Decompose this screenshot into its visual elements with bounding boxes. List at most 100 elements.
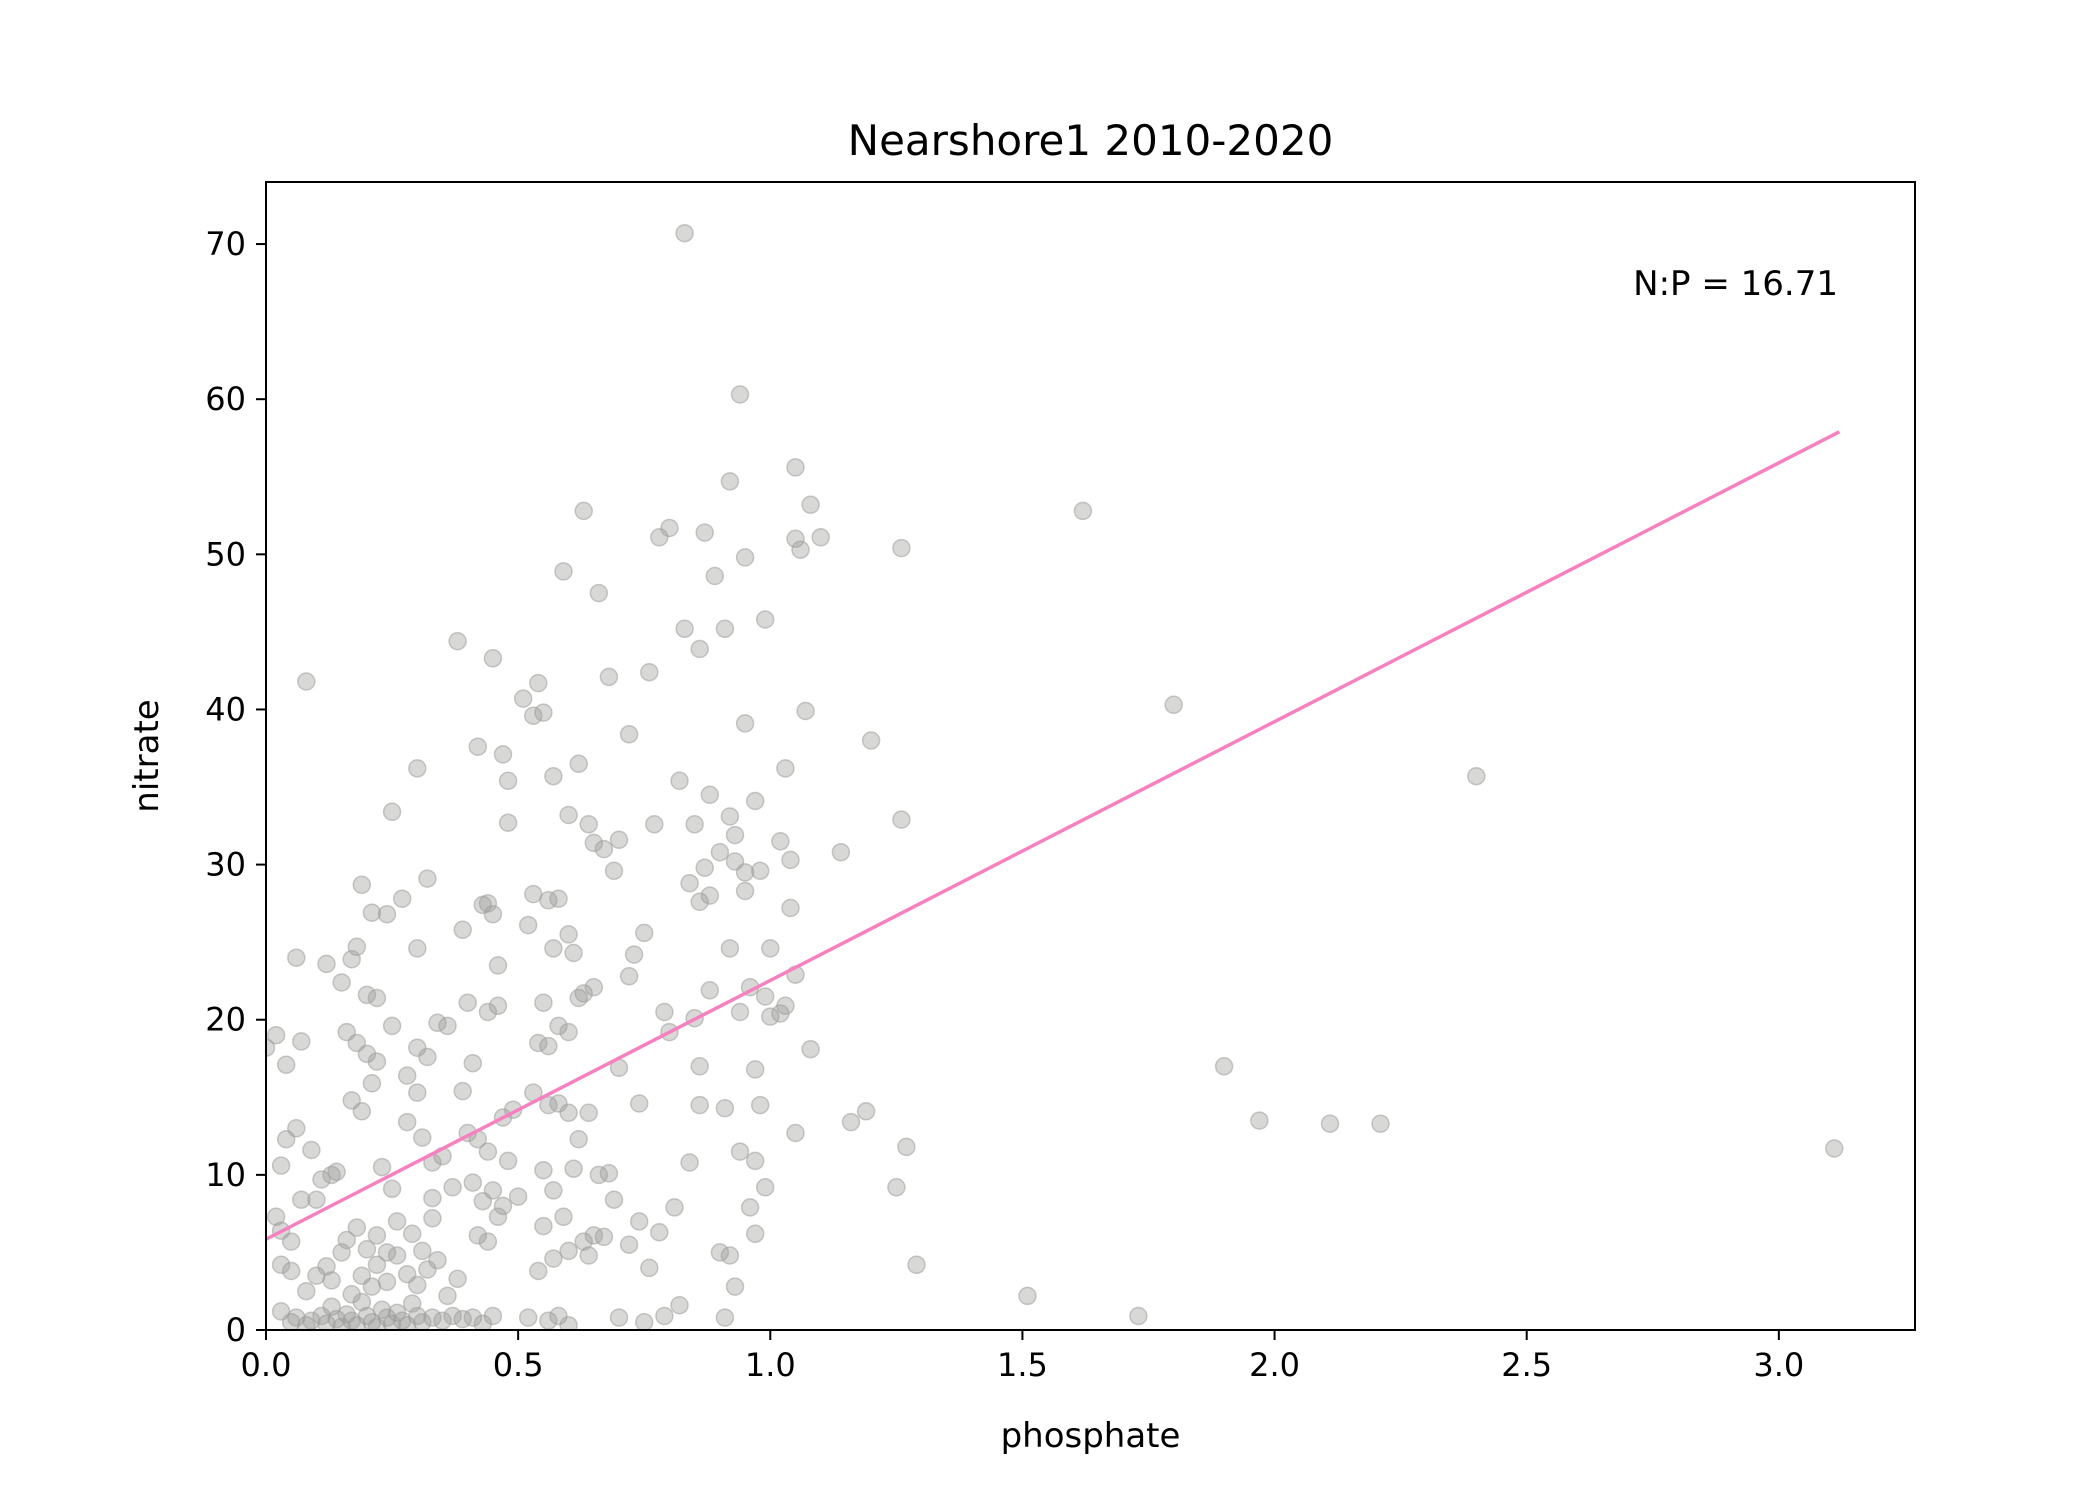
data-point [529,1033,548,1053]
data-point [700,981,720,1000]
data-point [1250,1111,1269,1130]
data-point [367,1052,387,1071]
data-point [408,1275,427,1295]
data-point [428,1013,447,1033]
data-point [453,1081,472,1101]
data-point [362,903,382,922]
data-point [584,833,604,853]
data-point [725,1277,745,1296]
y-tick-label: 60 [205,380,246,418]
data-point [281,1261,301,1281]
data-point [529,673,548,693]
data-point [609,1308,629,1327]
data-point [292,1032,311,1051]
y-tick-label: 70 [205,225,246,263]
data-point [367,1226,387,1245]
data-point [483,649,503,668]
data-point [907,1255,926,1275]
data-point [720,939,740,958]
data-point [478,1002,498,1022]
data-point [695,523,714,542]
data-point [337,1230,356,1250]
data-point [645,815,664,834]
data-point [402,1224,422,1244]
data-point [423,1308,442,1327]
data-point [1214,1057,1234,1076]
data-point [720,807,740,826]
data-point [786,458,805,477]
data-point [594,1227,614,1247]
data-point [281,1232,301,1251]
data-point [887,1178,906,1197]
data-point [297,1281,316,1301]
data-point [458,993,477,1012]
data-point [750,1095,770,1115]
data-point [776,759,795,778]
data-point [801,495,820,514]
data-point [408,1038,427,1057]
data-point [534,703,553,722]
data-point [307,1190,326,1209]
data-point [513,689,533,708]
data-point [317,1314,336,1330]
data-point [382,1016,402,1036]
data-point [831,842,851,862]
data-point [397,1112,417,1132]
data-point [382,1179,402,1199]
data-point [599,667,619,687]
data-point [297,672,316,691]
data-point [448,1269,467,1289]
data-point [493,1196,513,1216]
data-point [791,540,810,559]
data-point [463,1173,483,1192]
data-point [660,518,679,538]
data-point [357,985,377,1005]
y-tick-label: 40 [205,690,246,728]
data-point [539,1036,558,1056]
data-point [720,472,740,491]
data-point [730,1002,750,1022]
data-point [423,1188,442,1208]
data-point [619,725,639,744]
data-point [332,973,351,992]
data-point [297,1316,316,1330]
data-point [554,1207,573,1227]
data-point [640,1258,659,1278]
data-point [423,1209,442,1228]
y-axis: 0 10 20 30 40 50 60 70 [205,225,266,1349]
data-point [594,839,614,859]
x-tick-label: 0.0 [241,1346,292,1384]
data-point [524,706,543,725]
x-tick-label: 2.0 [1249,1346,1300,1384]
data-point [488,956,508,975]
data-point [518,915,538,935]
data-point [271,1255,291,1275]
x-tick-label: 1.0 [745,1346,796,1384]
data-point [624,945,644,964]
data-point [483,1306,503,1326]
data-point [443,1306,462,1326]
data-point [725,852,745,871]
fit-line [265,430,1841,1241]
data-point [413,1312,432,1330]
data-point [498,813,518,832]
data-point [352,875,372,895]
data-point [534,993,553,1012]
x-tick-label: 1.5 [997,1346,1048,1384]
data-point [740,1198,760,1217]
data-point [574,501,593,521]
data-point [629,1212,649,1231]
data-point [397,1316,417,1330]
data-point [675,223,694,243]
y-tick-label: 30 [205,846,246,884]
data-point [508,1187,528,1206]
data-point [755,1178,775,1197]
data-point [650,528,669,547]
data-point [478,1232,498,1251]
data-point [856,1102,876,1121]
data-point [387,1212,407,1231]
data-point [892,810,911,829]
x-tick-label: 0.5 [493,1346,544,1384]
data-point [710,1243,730,1262]
